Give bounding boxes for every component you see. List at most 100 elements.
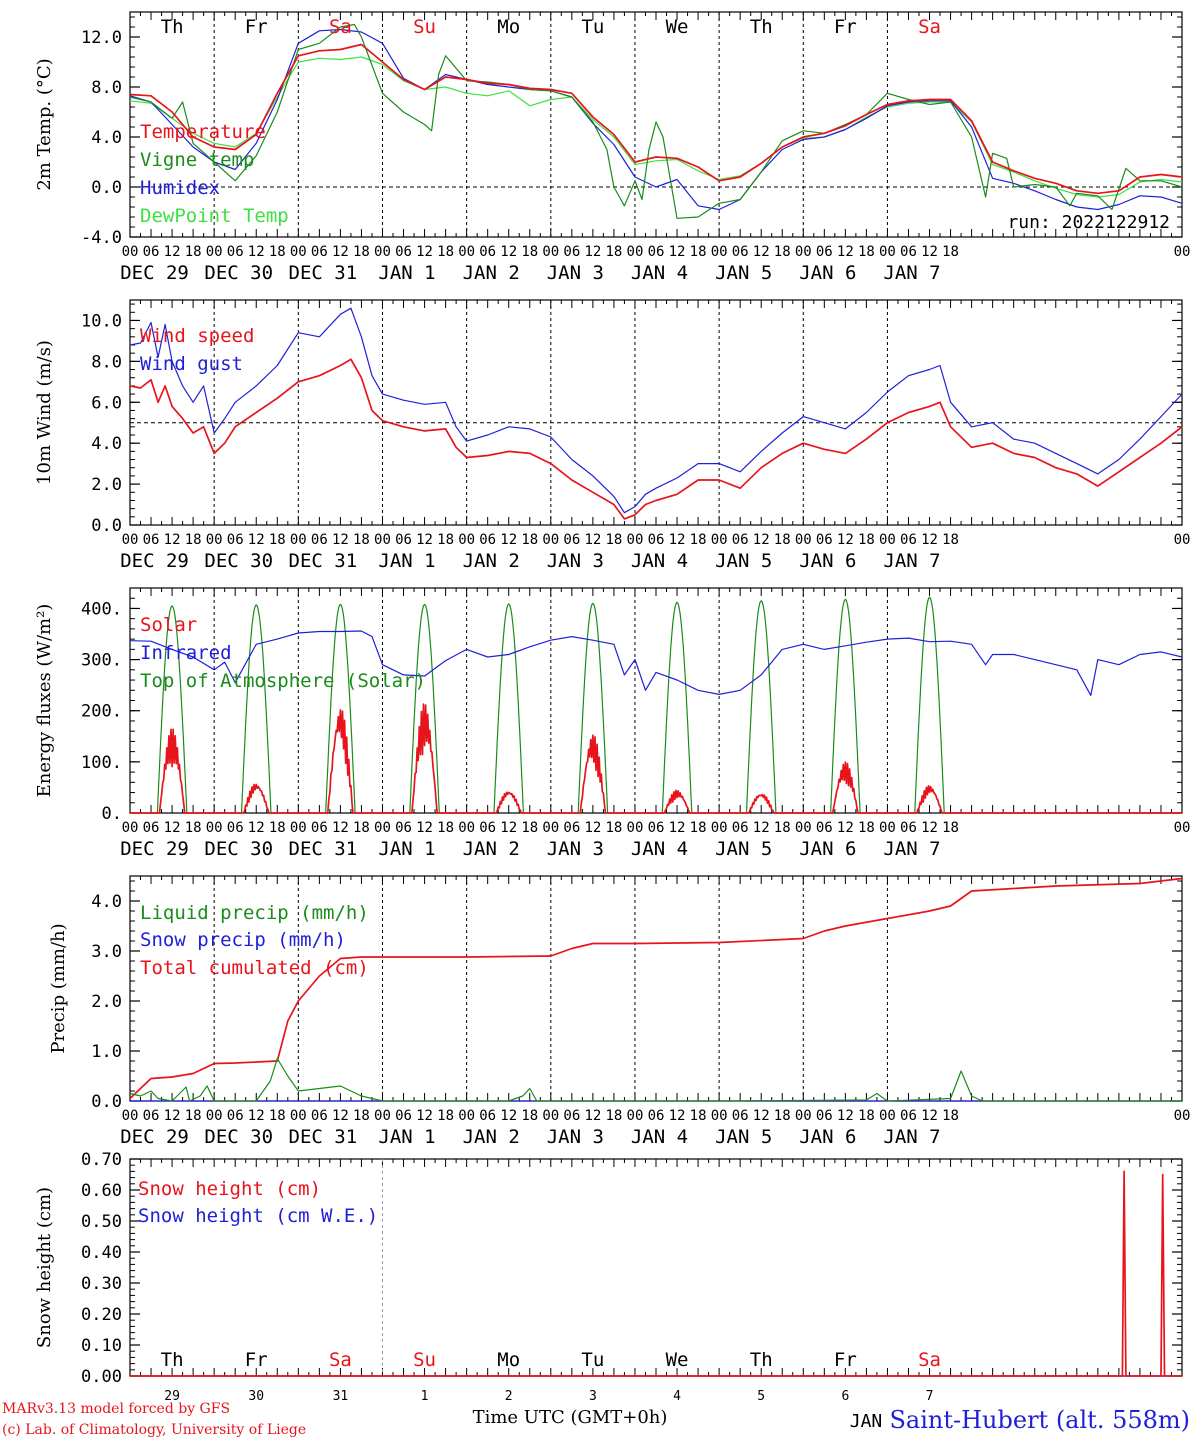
y-tick-label: 8.0 — [91, 352, 122, 372]
day-label: JAN 3 — [547, 262, 604, 284]
y-axis-title: Energy fluxes (W/m²) — [34, 604, 55, 798]
y-tick-label: 2.0 — [91, 475, 122, 495]
hour-tick-label: 18 — [690, 1108, 707, 1124]
hour-tick-label: 06 — [900, 244, 917, 260]
hour-tick-label: 00 — [458, 820, 475, 836]
hour-tick-label: 12 — [416, 532, 433, 548]
day-label: JAN 4 — [631, 838, 688, 860]
hour-tick-label: 12 — [500, 1108, 517, 1124]
hour-tick-label: 18 — [521, 820, 538, 836]
model-credit: MARv3.13 model forced by GFS — [2, 1401, 230, 1417]
legend-entry: Humidex — [140, 177, 220, 199]
day-label: JAN 4 — [631, 262, 688, 284]
plot-frame — [129, 299, 1183, 526]
day-label: JAN 2 — [463, 838, 520, 860]
y-tick-label: 0.50 — [81, 1212, 122, 1232]
day-label: JAN 3 — [547, 1126, 604, 1148]
panel-3: 0.0 1.0 2.0 3.0 4.0 Precip (mm/h) Liquid preci… — [48, 875, 1190, 1148]
hour-tick-label: 12 — [837, 244, 854, 260]
hour-tick-label: 18 — [521, 1108, 538, 1124]
day-label: JAN 1 — [378, 838, 435, 860]
hour-tick-label: 06 — [732, 244, 749, 260]
hour-tick-label: 06 — [816, 532, 833, 548]
hour-tick-label: 12 — [753, 1108, 770, 1124]
hour-tick-label: 18 — [774, 1108, 791, 1124]
y-tick-label: 8.0 — [91, 78, 122, 98]
y-tick-label: 10.0 — [81, 311, 122, 331]
hour-tick-label: 00 — [711, 1108, 728, 1124]
hour-tick-label: 00 — [290, 1108, 307, 1124]
weekday-label: Tu — [581, 1349, 604, 1371]
day-label: DEC 30 — [204, 262, 273, 284]
hour-tick-label: 18 — [353, 820, 370, 836]
hour-tick-label: 18 — [269, 532, 286, 548]
hour-tick-label: 18 — [942, 244, 959, 260]
day-label: JAN 7 — [883, 550, 940, 572]
hour-tick-label: 18 — [774, 244, 791, 260]
day-label: JAN 1 — [378, 1126, 435, 1148]
weekday-label: Fr — [834, 1349, 857, 1371]
series-line-wind-gust — [129, 307, 1183, 514]
y-tick-label: 0.0 — [91, 516, 122, 536]
hour-tick-label: 12 — [669, 1108, 686, 1124]
day-label: JAN 6 — [799, 262, 856, 284]
hour-tick-label: 18 — [605, 820, 622, 836]
day-label: JAN 2 — [463, 1126, 520, 1148]
day-label: JAN 6 — [799, 550, 856, 572]
hour-tick-label: 12 — [248, 532, 265, 548]
weekday-label: Mo — [497, 1349, 520, 1371]
hour-tick-label: 12 — [416, 244, 433, 260]
day-label: DEC 31 — [289, 1126, 358, 1148]
day-label: JAN 7 — [883, 262, 940, 284]
hour-tick-label: 00 — [627, 820, 644, 836]
day-number-label: 5 — [757, 1389, 765, 1404]
hour-tick-label: 12 — [753, 820, 770, 836]
hour-tick-label: 18 — [521, 532, 538, 548]
day-label: DEC 30 — [204, 1126, 273, 1148]
legend-entry: Snow height (cm W.E.) — [138, 1205, 378, 1227]
y-tick-label: 400. — [81, 599, 122, 619]
hour-tick-label: 00 — [795, 1108, 812, 1124]
hour-tick-label: 12 — [837, 1108, 854, 1124]
day-label: DEC 30 — [204, 550, 273, 572]
hour-tick-label: 12 — [248, 244, 265, 260]
hour-tick-label: 06 — [311, 820, 328, 836]
hour-tick-label: 18 — [437, 244, 454, 260]
hour-tick-label: 06 — [227, 244, 244, 260]
hour-tick-label: 18 — [858, 532, 875, 548]
series-line-vigne-temp — [129, 23, 1183, 219]
hour-tick-label: 12 — [837, 820, 854, 836]
hour-tick-label: 18 — [942, 1108, 959, 1124]
day-number-label: 29 — [164, 1389, 180, 1404]
hour-tick-label: 06 — [563, 1108, 580, 1124]
x-axis-title: Time UTC (GMT+0h) — [473, 1407, 668, 1428]
hour-tick-label: 12 — [500, 532, 517, 548]
hour-tick-label: 00 — [542, 1108, 559, 1124]
hour-tick-label: 06 — [227, 820, 244, 836]
series-line-top-of-atmosphere-solar- — [130, 596, 1182, 814]
hour-tick-label: 18 — [185, 244, 202, 260]
hour-tick-label: 00 — [206, 820, 223, 836]
hour-tick-label: 06 — [227, 1108, 244, 1124]
hour-tick-label: 18 — [605, 1108, 622, 1124]
hour-tick-label: 12 — [248, 820, 265, 836]
hour-tick-label: 00 — [290, 244, 307, 260]
weekday-label: Sa — [918, 1349, 941, 1371]
y-axis-title: Snow height (cm) — [34, 1187, 55, 1348]
hour-tick-label: 00 — [627, 532, 644, 548]
hour-tick-label: 18 — [437, 532, 454, 548]
hour-tick-label: 06 — [143, 244, 160, 260]
day-label: JAN 2 — [463, 550, 520, 572]
panel-4: 0.00 0.10 0.20 0.30 0.40 0.50 0.60 0.70 Snow hei… — [34, 1150, 1183, 1404]
hour-tick-label: 12 — [669, 532, 686, 548]
y-tick-label: 0.30 — [81, 1274, 122, 1294]
panel-1: 0.0 2.0 4.0 6.0 8.0 10.0 10m Wind (m/s) Wind sp… — [34, 299, 1190, 572]
hour-tick-label: 06 — [816, 820, 833, 836]
hour-tick-label: 18 — [269, 820, 286, 836]
run-annotation: run: 2022122912 — [1007, 212, 1170, 233]
hour-tick-label: 06 — [816, 244, 833, 260]
weekday-label: Sa — [918, 16, 941, 38]
y-tick-label: 2.0 — [91, 992, 122, 1012]
hour-tick-label: 06 — [143, 1108, 160, 1124]
